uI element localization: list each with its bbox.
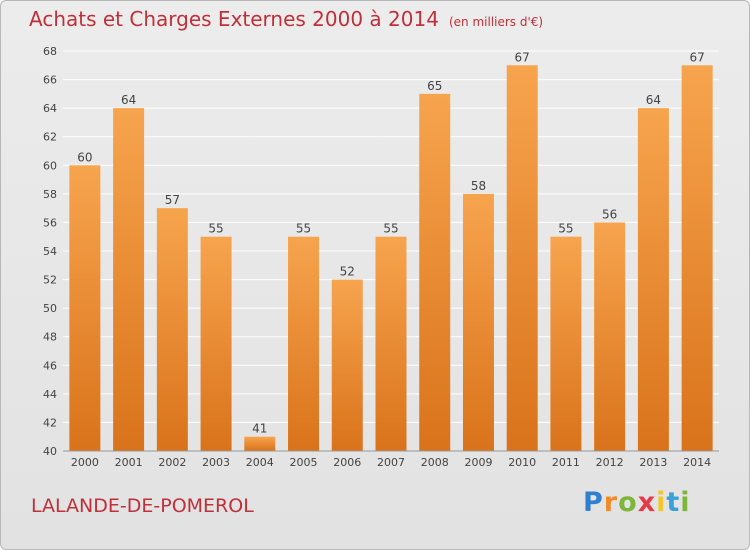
value-label: 57 <box>165 193 180 207</box>
value-label: 67 <box>689 50 704 64</box>
x-tick-label: 2004 <box>246 456 274 469</box>
x-tick-label: 2001 <box>115 456 143 469</box>
bar <box>462 193 494 451</box>
chart-title: Achats et Charges Externes 2000 à 2014 (e… <box>29 7 543 31</box>
y-tick-label: 44 <box>43 388 57 401</box>
y-tick-label: 68 <box>43 45 57 58</box>
bar <box>113 108 145 452</box>
logo-letter: t <box>666 487 681 518</box>
x-tick-label: 2013 <box>639 456 667 469</box>
y-tick-label: 50 <box>43 302 57 315</box>
logo-letter: P <box>583 487 604 518</box>
place-name: LALANDE-DE-POMEROL <box>31 495 254 517</box>
value-label: 65 <box>427 79 442 93</box>
chart-title-text: Achats et Charges Externes 2000 à 2014 <box>29 7 439 31</box>
bar <box>681 65 713 452</box>
value-label: 60 <box>77 150 92 164</box>
value-label: 55 <box>296 222 311 236</box>
x-tick-label: 2011 <box>552 456 580 469</box>
y-tick-label: 48 <box>43 331 57 344</box>
bar <box>506 65 538 452</box>
y-tick-label: 66 <box>43 74 57 87</box>
y-tick-label: 52 <box>43 274 57 287</box>
value-label: 41 <box>252 422 267 436</box>
value-label: 64 <box>121 93 136 107</box>
x-tick-label: 2014 <box>683 456 711 469</box>
y-tick-label: 46 <box>43 359 57 372</box>
bar <box>288 236 320 451</box>
x-tick-label: 2006 <box>333 456 361 469</box>
bar <box>200 236 232 451</box>
x-tick-label: 2002 <box>158 456 186 469</box>
value-label: 56 <box>602 207 617 221</box>
y-tick-label: 54 <box>43 245 57 258</box>
y-axis-ticks: 40 42 44 46 48 50 52 54 56 58 60 62 64 66 68 <box>43 45 57 458</box>
value-label: 55 <box>208 222 223 236</box>
x-tick-label: 2005 <box>290 456 318 469</box>
x-tick-label: 2009 <box>464 456 492 469</box>
bar <box>331 279 363 451</box>
y-tick-label: 58 <box>43 188 57 201</box>
logo-letter: i <box>656 487 667 518</box>
x-tick-label: 2012 <box>596 456 624 469</box>
bar <box>594 222 626 451</box>
x-tick-label: 2010 <box>508 456 536 469</box>
y-tick-label: 60 <box>43 159 57 172</box>
bar <box>419 93 451 451</box>
x-tick-label: 2008 <box>421 456 449 469</box>
logo-letter: x <box>637 487 657 518</box>
value-label: 67 <box>515 50 530 64</box>
y-tick-label: 62 <box>43 131 57 144</box>
bar <box>244 436 276 451</box>
logo-letter: o <box>618 487 638 518</box>
value-labels: 60 64 57 55 41 55 52 55 65 58 67 55 56 64 67 <box>77 50 705 435</box>
bar <box>69 165 101 452</box>
value-label: 55 <box>383 222 398 236</box>
value-label: 64 <box>646 93 661 107</box>
y-tick-label: 64 <box>43 102 57 115</box>
y-tick-label: 56 <box>43 216 57 229</box>
value-label: 52 <box>340 265 355 279</box>
logo-letter: i <box>680 487 691 518</box>
x-tick-label: 2000 <box>71 456 99 469</box>
bar <box>637 108 669 452</box>
bar <box>550 236 582 451</box>
y-tick-label: 40 <box>43 445 57 458</box>
x-tick-label: 2003 <box>202 456 230 469</box>
proxiti-logo: Proxiti <box>583 487 691 518</box>
x-tick-label: 2007 <box>377 456 405 469</box>
chart-subtitle: (en milliers d'€) <box>448 15 544 29</box>
value-label: 55 <box>558 222 573 236</box>
value-label: 58 <box>471 179 486 193</box>
bar <box>375 236 407 451</box>
x-axis-ticks: 2000 2001 2002 2003 2004 2005 2006 2007 2008 2009… <box>71 456 711 469</box>
bar <box>156 208 188 451</box>
y-tick-label: 42 <box>43 416 57 429</box>
logo-letter: r <box>603 487 619 518</box>
bars <box>69 65 713 452</box>
